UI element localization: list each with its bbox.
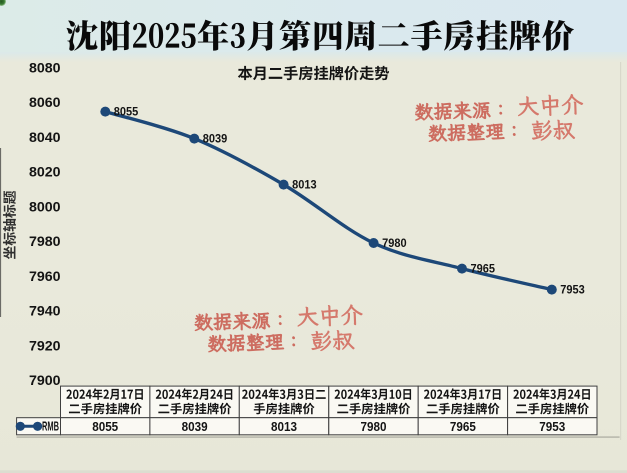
svg-text:8039: 8039 bbox=[203, 133, 228, 146]
svg-text:8055: 8055 bbox=[92, 419, 118, 434]
svg-text:8055: 8055 bbox=[114, 106, 139, 119]
svg-text:RMB: RMB bbox=[42, 420, 59, 434]
svg-text:8060: 8060 bbox=[29, 95, 61, 111]
svg-text:8080: 8080 bbox=[29, 60, 61, 76]
svg-text:7953: 7953 bbox=[539, 419, 565, 434]
svg-text:7965: 7965 bbox=[450, 419, 476, 434]
svg-text:7980: 7980 bbox=[29, 234, 61, 250]
svg-text:7940: 7940 bbox=[29, 304, 61, 320]
svg-text:7900: 7900 bbox=[29, 373, 61, 389]
svg-text:7920: 7920 bbox=[29, 338, 61, 354]
svg-text:8040: 8040 bbox=[29, 130, 61, 146]
svg-text:7980: 7980 bbox=[382, 237, 407, 250]
svg-text:8013: 8013 bbox=[292, 179, 317, 192]
svg-text:7953: 7953 bbox=[560, 284, 585, 297]
svg-text:7980: 7980 bbox=[361, 419, 387, 434]
svg-text:7965: 7965 bbox=[471, 263, 496, 276]
svg-text:8020: 8020 bbox=[29, 165, 61, 181]
svg-text:8013: 8013 bbox=[271, 419, 297, 434]
svg-text:8039: 8039 bbox=[182, 419, 208, 434]
svg-text:8000: 8000 bbox=[29, 199, 61, 215]
svg-text:7960: 7960 bbox=[29, 269, 61, 285]
